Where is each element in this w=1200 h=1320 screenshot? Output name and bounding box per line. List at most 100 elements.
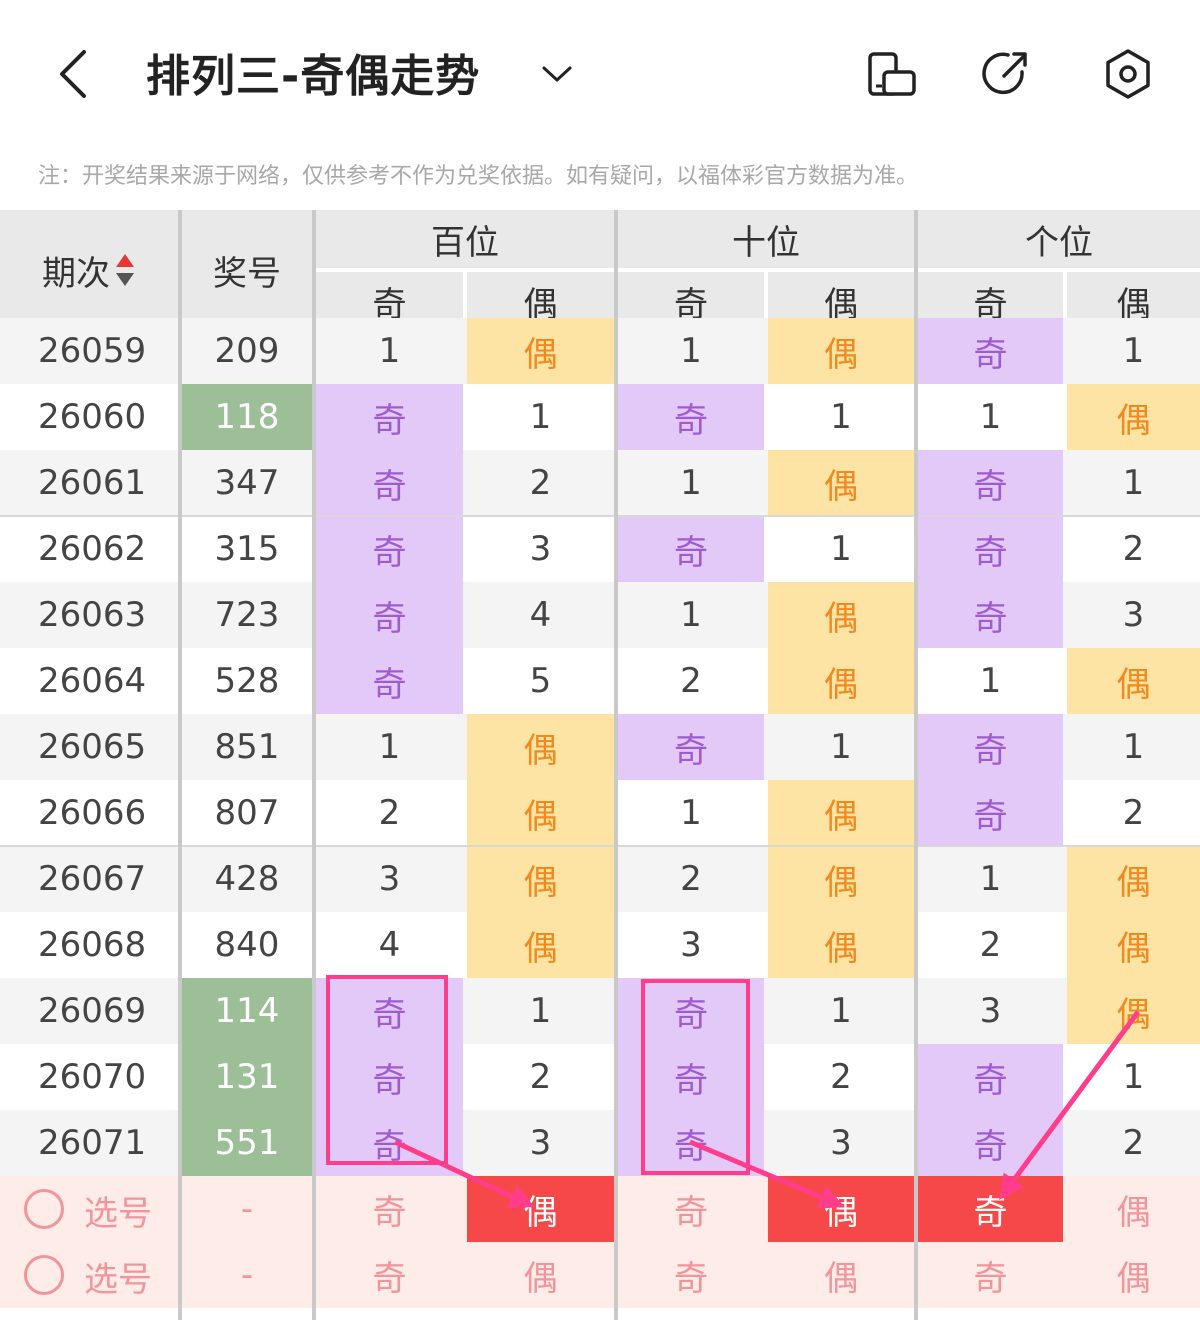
odd-cell: 奇: [316, 516, 463, 582]
winning-number-cell: 347: [214, 463, 280, 503]
winning-number-cell: 118: [182, 384, 312, 450]
odd-cell: 奇: [918, 714, 1063, 780]
pick-cell-selected[interactable]: 奇: [918, 1176, 1063, 1242]
share-icon: [982, 52, 1027, 95]
settings-button[interactable]: [1100, 46, 1156, 102]
issue-cell: 26063: [38, 595, 147, 635]
odd-cell: 奇: [618, 384, 764, 450]
issue-cell: 26069: [38, 991, 147, 1031]
odd-cell: 3: [979, 991, 1002, 1031]
pick-cell[interactable]: 偶: [1116, 1258, 1151, 1299]
odd-cell: 2: [680, 661, 702, 701]
select-label[interactable]: 选号: [84, 1260, 152, 1300]
even-cell: 偶: [467, 714, 614, 780]
odd-cell: 奇: [316, 450, 463, 516]
odd-cell: 2: [680, 859, 702, 899]
odd-cell: 2: [979, 925, 1002, 965]
odd-cell: 奇: [918, 1044, 1063, 1110]
odd-cell: 奇: [316, 582, 463, 648]
odd-cell: 奇: [618, 1110, 764, 1176]
issue-cell: 26061: [38, 463, 147, 503]
even-cell: 1: [529, 397, 552, 437]
even-cell: 3: [529, 1123, 552, 1163]
winning-number-cell: 723: [214, 595, 280, 635]
table-row[interactable]: [0, 648, 1200, 714]
winning-number-cell: 131: [182, 1044, 312, 1110]
back-button[interactable]: [50, 44, 110, 104]
share-button[interactable]: [978, 46, 1034, 102]
issue-cell: 26068: [38, 925, 147, 965]
even-cell: 3: [830, 1123, 852, 1163]
odd-cell: 奇: [316, 648, 463, 714]
column-divider: [312, 210, 316, 1320]
even-cell: 偶: [768, 450, 914, 516]
winning-number-cell: 209: [214, 331, 280, 371]
odd-cell: 1: [680, 793, 702, 833]
select-radio[interactable]: [24, 1255, 64, 1295]
even-cell: 2: [830, 1057, 852, 1097]
even-cell: 1: [830, 397, 852, 437]
pick-cell[interactable]: 奇: [973, 1258, 1008, 1299]
issue-column-header[interactable]: 期次: [0, 210, 178, 330]
row-divider: [0, 845, 1200, 847]
page-title[interactable]: 排列三-奇偶走势: [146, 51, 481, 102]
issue-cell: 26060: [38, 397, 147, 437]
chevron-down-icon: [542, 66, 572, 82]
odd-cell: 1: [378, 727, 401, 767]
odd-cell: 奇: [316, 1044, 463, 1110]
top-bar: 排列三-奇偶走势: [0, 0, 1200, 145]
issue-cell: 26059: [38, 331, 147, 371]
pick-cell-selected[interactable]: 偶: [768, 1176, 914, 1242]
group-header-tens: 十位: [618, 210, 914, 268]
winning-number-cell: 114: [182, 978, 312, 1044]
even-cell: 偶: [768, 846, 914, 912]
pick-cell[interactable]: 偶: [523, 1258, 558, 1299]
even-cell: 2: [529, 1057, 552, 1097]
title-dropdown-button[interactable]: [538, 56, 578, 92]
even-cell: 偶: [467, 912, 614, 978]
row-divider: [0, 515, 1200, 517]
pick-cell[interactable]: 奇: [372, 1192, 407, 1233]
column-divider: [614, 210, 618, 1320]
winning-number-cell: 428: [214, 859, 280, 899]
even-cell: 偶: [768, 912, 914, 978]
even-cell: 偶: [768, 582, 914, 648]
even-cell: 5: [529, 661, 552, 701]
even-cell: 1: [1122, 463, 1145, 503]
even-cell: 偶: [467, 780, 614, 846]
phone-rotate-icon: [868, 52, 916, 96]
group-header-hundreds: 百位: [316, 210, 614, 268]
pick-cell[interactable]: 奇: [372, 1258, 407, 1299]
winning-number-cell: 840: [214, 925, 280, 965]
group-header-units: 个位: [918, 210, 1200, 268]
odd-cell: 奇: [618, 516, 764, 582]
odd-cell: 奇: [618, 1044, 764, 1110]
odd-cell: 奇: [618, 714, 764, 780]
even-cell: 偶: [1067, 846, 1200, 912]
pick-cell[interactable]: 奇: [674, 1258, 708, 1299]
number-column-header: 奖号: [182, 210, 312, 330]
even-cell: 3: [1122, 595, 1145, 635]
pick-cell[interactable]: 奇: [674, 1192, 708, 1233]
issue-cell: 26067: [38, 859, 147, 899]
even-cell: 3: [529, 529, 552, 569]
column-divider: [178, 210, 182, 1320]
select-label[interactable]: 选号: [84, 1194, 152, 1234]
odd-cell: 1: [979, 397, 1002, 437]
pick-cell[interactable]: 偶: [824, 1258, 858, 1299]
odd-cell: 1: [979, 661, 1002, 701]
winning-number-cell: 528: [214, 661, 280, 701]
even-cell: 2: [1122, 529, 1145, 569]
even-cell: 偶: [1067, 978, 1200, 1044]
pick-cell-selected[interactable]: 偶: [467, 1176, 614, 1242]
disclaimer-note: 注：开奖结果来源于网络，仅供参考不作为兑奖依据。如有疑问，以福体彩官方数据为准。: [38, 164, 919, 189]
even-cell: 偶: [768, 648, 914, 714]
rotate-screen-button[interactable]: [864, 46, 920, 102]
pick-cell[interactable]: 偶: [1116, 1192, 1151, 1233]
odd-cell: 3: [680, 925, 702, 965]
odd-cell: 奇: [316, 1110, 463, 1176]
even-cell: 1: [1122, 331, 1145, 371]
select-radio[interactable]: [24, 1189, 64, 1229]
issue-cell: 26071: [38, 1123, 147, 1163]
even-cell: 1: [830, 727, 852, 767]
